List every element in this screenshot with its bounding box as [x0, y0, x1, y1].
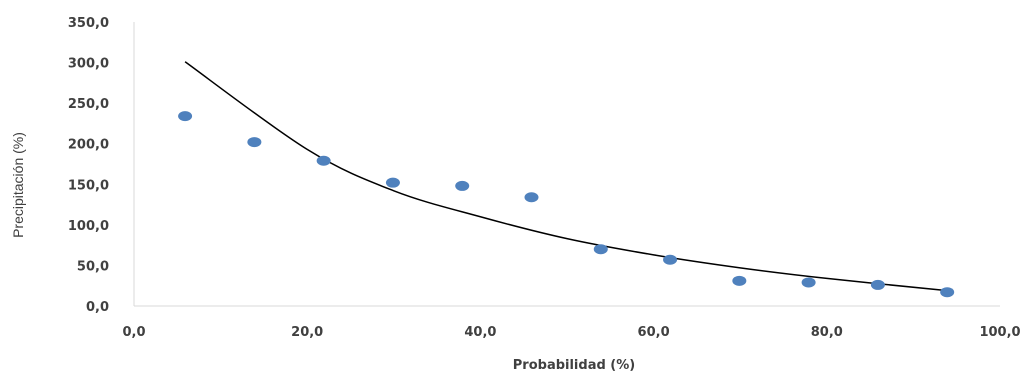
x-tick-label: 40,0 [464, 325, 496, 340]
y-tick-label: 200,0 [68, 138, 109, 153]
data-point [247, 137, 262, 148]
data-point [593, 244, 608, 255]
data-point [732, 275, 747, 286]
y-tick-label: 350,0 [68, 16, 109, 31]
y-tick-label: 100,0 [68, 219, 109, 234]
trendline [184, 61, 948, 292]
x-axis-title: Probabilidad (%) [513, 358, 635, 373]
data-point [870, 279, 885, 290]
x-tick-labels: 0,0 20,0 40,0 60,0 80,0 100,0 [122, 325, 1020, 340]
data-point [178, 111, 193, 122]
data-point [663, 254, 678, 265]
data-point [455, 180, 470, 191]
y-tick-label: 50,0 [77, 259, 109, 274]
x-tick-label: 20,0 [291, 325, 323, 340]
data-point [940, 287, 955, 298]
data-point [524, 192, 539, 203]
y-tick-label: 300,0 [68, 57, 109, 72]
x-tick-label: 60,0 [638, 325, 670, 340]
x-tick-label: 80,0 [811, 325, 843, 340]
x-tick-label: 0,0 [122, 325, 145, 340]
y-tick-label: 250,0 [68, 97, 109, 112]
x-tick-label: 100,0 [979, 325, 1020, 340]
y-axis-title: Precipitación (%) [10, 132, 26, 238]
plot-area: 0,0 50,0 100,0 150,0 200,0 250,0 300,0 350,0 0,… [68, 16, 1021, 340]
data-points [178, 111, 955, 298]
data-point [801, 277, 816, 288]
y-tick-label: 150,0 [68, 178, 109, 193]
data-point [385, 177, 400, 188]
data-point [316, 155, 331, 166]
y-tick-label: 0,0 [86, 300, 109, 315]
y-tick-labels: 0,0 50,0 100,0 150,0 200,0 250,0 300,0 350,0 [68, 16, 109, 315]
